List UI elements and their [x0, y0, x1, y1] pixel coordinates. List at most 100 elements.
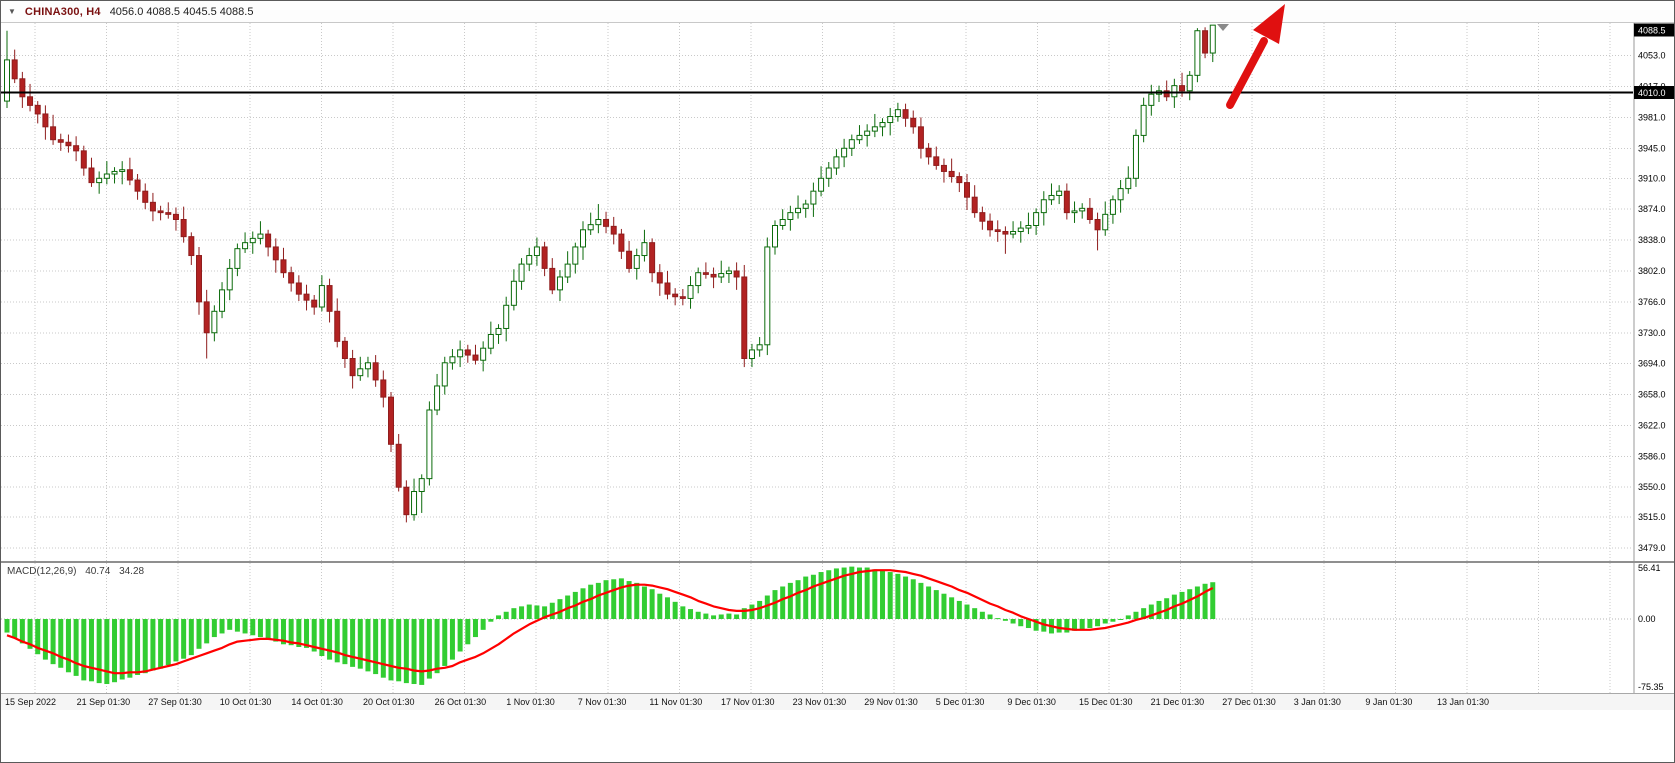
bear-candle: [933, 156, 940, 166]
price-axis-label: 3910.0: [1638, 173, 1666, 183]
time-axis-label: 21 Dec 01:30: [1150, 697, 1205, 707]
macd-histogram-bar: [196, 619, 202, 649]
macd-histogram-bar: [496, 615, 502, 619]
macd-histogram-bar: [442, 619, 448, 666]
macd-histogram-bar: [480, 619, 486, 630]
macd-histogram-bar: [949, 597, 955, 619]
macd-histogram-bar: [380, 619, 386, 678]
macd-histogram-bar: [1141, 608, 1147, 619]
macd-histogram-bar: [741, 608, 747, 619]
time-axis-label: 13 Jan 01:30: [1437, 697, 1490, 707]
macd-pane[interactable]: MACD(12,26,9) 40.74 34.28 56.41 0.00 -75.3…: [1, 563, 1674, 693]
symbol-dropdown-icon[interactable]: ▼: [8, 7, 16, 16]
time-axis-label: 20 Oct 01:30: [363, 697, 415, 707]
macd-histogram-bar: [933, 590, 939, 619]
time-axis-label: 21 Sep 01:30: [76, 697, 131, 707]
bear-candle: [80, 150, 87, 169]
bear-candle: [656, 272, 663, 284]
bull-candle: [1102, 213, 1109, 231]
bear-candle: [34, 104, 41, 115]
macd-histogram-bar: [465, 619, 471, 645]
macd-histogram-bar: [211, 619, 217, 638]
hline-price-badge: [1634, 86, 1674, 100]
price-chart-pane[interactable]: 4053.04017.03981.03945.03910.03874.03838…: [1, 23, 1674, 561]
bull-candle: [687, 285, 694, 299]
bear-candle: [672, 293, 679, 298]
bull-candle: [633, 255, 640, 269]
bear-candle: [1163, 90, 1170, 98]
macd-histogram-bar: [150, 619, 156, 671]
bear-candle: [971, 196, 978, 214]
macd-histogram-bar: [1179, 591, 1185, 619]
bear-candle: [948, 170, 955, 178]
bear-candle: [334, 310, 341, 342]
macd-histogram-bar: [58, 619, 64, 668]
bull-candle: [572, 246, 579, 265]
pane-divider[interactable]: [1, 561, 1674, 563]
macd-histogram-bar: [780, 586, 786, 619]
macd-histogram-bar: [995, 618, 1001, 620]
macd-histogram-bar: [841, 567, 847, 619]
macd-histogram-bar: [219, 619, 225, 634]
macd-histogram-bar: [119, 619, 125, 680]
bull-candle: [1132, 134, 1139, 179]
bear-candle: [149, 201, 156, 212]
macd-indicator-label: MACD(12,26,9) 40.74 34.28: [7, 566, 144, 577]
bull-candle: [641, 242, 648, 257]
price-axis-label: 4053.0: [1638, 51, 1666, 61]
macd-histogram-bar: [749, 604, 755, 619]
bull-candle: [864, 130, 871, 136]
macd-histogram-bar: [472, 619, 478, 638]
macd-histogram-bar: [1164, 598, 1170, 619]
macd-histogram-bar: [810, 574, 816, 619]
macd-histogram-bar: [718, 614, 724, 619]
macd-histogram-bar: [173, 619, 179, 662]
time-axis-label: 9 Dec 01:30: [1007, 697, 1056, 707]
macd-histogram-bar: [657, 593, 663, 619]
macd-histogram-bar: [81, 619, 87, 681]
bull-candle: [418, 478, 425, 492]
macd-histogram-bar: [1087, 619, 1093, 629]
macd-histogram-bar: [242, 619, 248, 634]
macd-histogram-bar: [795, 580, 801, 619]
bear-candle: [403, 486, 410, 516]
time-axis-label: 10 Oct 01:30: [219, 697, 272, 707]
time-axis-label: 27 Sep 01:30: [148, 697, 202, 707]
chart-shift-marker-icon[interactable]: [1217, 24, 1229, 31]
time-axis-label: 9 Jan 01:30: [1365, 697, 1413, 707]
macd-histogram-bar: [580, 588, 586, 619]
bull-candle: [1186, 74, 1193, 92]
macd-axis-label: 56.41: [1638, 563, 1661, 573]
bear-candle: [188, 236, 195, 257]
bear-candle: [288, 272, 295, 284]
time-axis-label: 27 Dec 01:30: [1222, 697, 1276, 707]
bear-candle: [11, 59, 18, 80]
bull-candle: [894, 109, 901, 118]
macd-histogram-bar: [19, 619, 25, 644]
macd-histogram-bar: [849, 566, 855, 619]
macd-histogram-bar: [818, 572, 824, 619]
macd-histogram-bar: [772, 590, 778, 619]
bear-candle: [987, 220, 994, 231]
time-axis-label: 11 Nov 01:30: [649, 697, 703, 707]
time-axis[interactable]: 15 Sep 2022 21 Sep 01:30 27 Sep 01:30 10 Oc…: [1, 693, 1674, 710]
macd-histogram-bar: [1210, 582, 1216, 619]
macd-histogram-bar: [35, 619, 41, 655]
bull-candle: [779, 218, 786, 227]
macd-histogram-bar: [634, 582, 640, 619]
current-price-badge: [1634, 23, 1674, 37]
bull-candle: [718, 273, 725, 278]
macd-histogram-bar: [941, 593, 947, 619]
bear-candle: [626, 250, 633, 269]
bull-candle: [434, 385, 441, 411]
time-axis-label: 26 Oct 01:30: [434, 697, 487, 707]
price-axis-label: 3730.0: [1638, 328, 1666, 338]
bull-candle: [119, 169, 126, 172]
macd-histogram-bar: [27, 619, 33, 649]
macd-histogram-bar: [296, 619, 302, 647]
bull-candle: [411, 490, 418, 516]
macd-histogram-bar: [1025, 619, 1031, 629]
macd-histogram-bar: [826, 570, 832, 619]
bull-candle: [518, 263, 525, 282]
macd-histogram-bar: [112, 619, 118, 683]
